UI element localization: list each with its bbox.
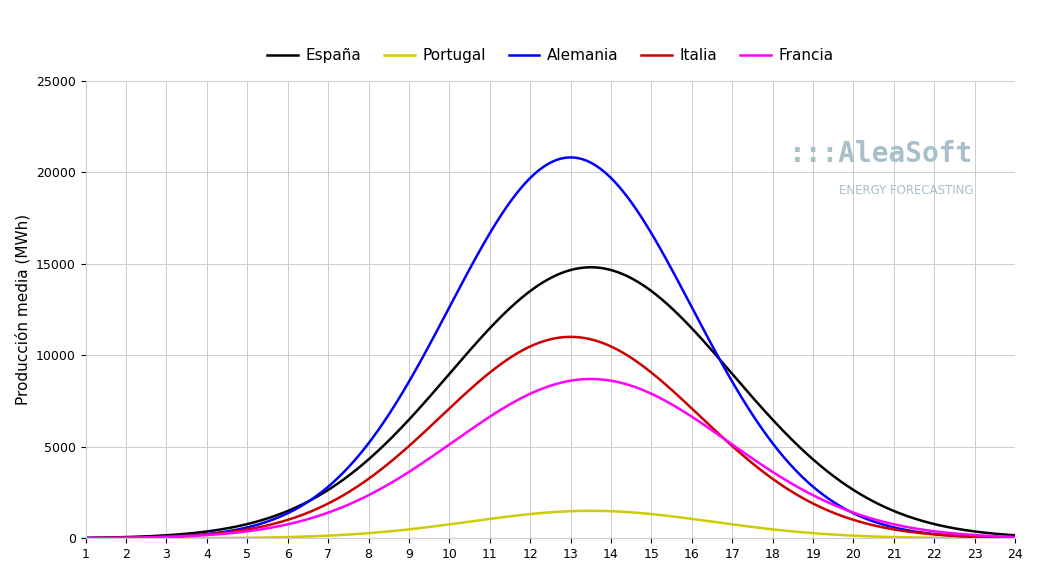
Francia [174,533,187,540]
Line: Alemania: Alemania [86,157,1015,538]
Alemania [80,535,92,541]
España [584,264,597,271]
Italia [805,499,818,506]
España [80,535,92,541]
Text: ENERGY FORECASTING: ENERGY FORECASTING [839,184,974,197]
Italia [489,365,501,372]
Francia [456,433,468,439]
Alemania [718,365,731,372]
España [718,362,731,369]
Portugal [80,535,92,542]
Line: España: España [86,267,1015,538]
Alemania [456,281,468,287]
España [489,319,501,326]
España [174,530,187,537]
Francia [584,376,597,382]
Italia [1009,535,1021,541]
Line: Portugal: Portugal [86,511,1015,539]
Alemania [805,482,818,488]
Alemania [489,221,501,228]
Francia [1009,533,1021,540]
Portugal [1009,535,1021,541]
Portugal [174,535,187,541]
Portugal [718,520,731,527]
Italia [456,393,468,400]
Italia [822,507,835,514]
Francia [80,535,92,541]
Portugal [489,515,501,522]
Alemania [565,154,577,161]
Portugal [584,507,597,514]
Italia [718,436,731,443]
Italia [565,334,577,340]
Line: Francia: Francia [86,379,1015,538]
España [805,454,818,461]
España [822,468,835,475]
Legend: España, Portugal, Alemania, Italia, Francia: España, Portugal, Alemania, Italia, Fran… [262,43,840,70]
Portugal [822,530,835,537]
Francia [489,410,501,417]
Alemania [822,495,835,502]
Alemania [1009,535,1021,541]
Line: Italia: Italia [86,337,1015,538]
Alemania [174,533,187,540]
Francia [822,499,835,506]
Text: :::AleaSoft: :::AleaSoft [789,140,974,168]
Portugal [456,520,468,526]
Francia [718,436,731,443]
Italia [80,535,92,541]
Y-axis label: Producción media (MWh): Producción media (MWh) [15,214,30,405]
Portugal [805,529,818,536]
Francia [805,491,818,498]
España [1009,532,1021,539]
Italia [174,533,187,540]
España [456,357,468,363]
